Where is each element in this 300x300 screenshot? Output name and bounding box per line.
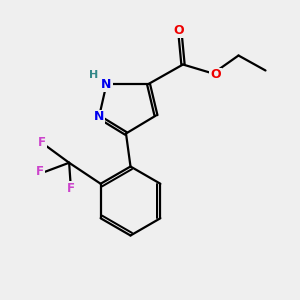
Text: F: F (67, 182, 75, 195)
Text: O: O (173, 23, 184, 37)
Text: O: O (210, 68, 221, 82)
Text: F: F (36, 165, 44, 178)
Text: F: F (38, 136, 46, 149)
Text: H: H (89, 70, 98, 80)
Text: N: N (94, 110, 104, 124)
Text: N: N (101, 77, 112, 91)
